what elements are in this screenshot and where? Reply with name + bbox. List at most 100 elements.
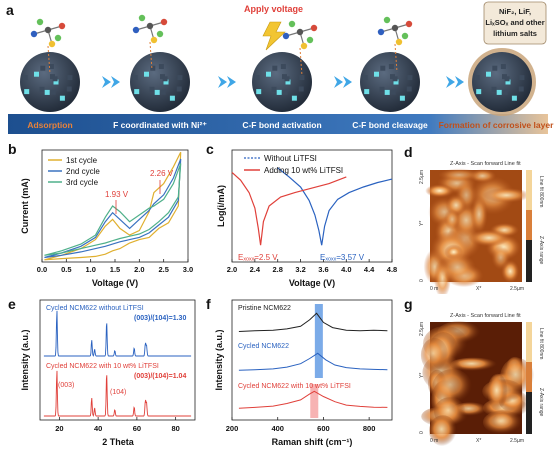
f-xtick-label-3: 800 — [363, 424, 376, 433]
afm-d-header: Z-Axis - Scan forward Line fit — [450, 161, 521, 167]
stage-cf-activation: C-F bond activation — [242, 120, 321, 130]
chart-e-xlabel: 2 Theta — [102, 437, 135, 447]
annot-ecorr-blue: Eₓₒₓₓ=3.57 V — [320, 253, 365, 262]
annot-arrows — [115, 180, 161, 214]
legend-without: Without LiTFSI — [264, 154, 317, 163]
b-series-1 — [44, 151, 182, 261]
electrolyte-molecule-3 — [282, 20, 318, 77]
afm-g-xt2: 2.5µm — [510, 438, 524, 444]
lightning-icon — [262, 21, 286, 51]
legend-adding: Adding 10 wt% LiTFSI — [264, 166, 343, 175]
annot-1-93: 1.93 V — [105, 190, 129, 199]
chart-b-legend: 1st cycle 2nd cycle 3rd cycle — [48, 156, 100, 187]
panel-label-f: f — [206, 296, 211, 312]
e-label-bottom: Cycled NCM622 with 10 wt% LiTFSI — [46, 363, 159, 370]
e-xtick-label-0: 20 — [55, 424, 63, 433]
afm-d-xt0: 0 m — [430, 286, 438, 292]
f-label-pristine: Pristine NCM622 — [238, 305, 291, 312]
chart-f-xlabel: Raman shift (cm⁻¹) — [272, 437, 353, 447]
f-xtick-label-0: 200 — [226, 424, 239, 433]
afm-image-d: Z-Axis - Scan forward Line fit Line fit … — [419, 161, 544, 294]
chart-e-ylabel: Intensity (a.u.) — [20, 329, 30, 390]
chart-f-ylabel: Intensity (a.u.) — [214, 329, 224, 390]
b-series-2 — [44, 158, 182, 259]
stage-adsorption: Adsorption — [27, 120, 72, 130]
e-xtick-label-3: 80 — [171, 424, 179, 433]
b-xtick-label-6: 3.0 — [183, 265, 193, 274]
e-label-top: Cycled NCM622 without LiTFSI — [46, 305, 144, 312]
f-label-cycled-litfsi: Cycled NCM622 with 10 wt% LiTFSI — [238, 383, 351, 390]
afm-d-xt2: 2.5µm — [510, 286, 524, 292]
process-arrow-icon-3 — [334, 76, 352, 88]
b-xtick-label-5: 2.5 — [158, 265, 168, 274]
c-xtick-label-5: 4.0 — [341, 265, 351, 274]
e-xtick-label-1: 40 — [94, 424, 102, 433]
afm-g-xt0: 0 m — [430, 438, 438, 444]
chart-b: 0.0 0.5 1.0 1.5 2.0 2.5 3.0 Voltage (V) Curren… — [20, 149, 193, 288]
e-pattern-with — [43, 370, 192, 417]
chart-b-xlabel: Voltage (V) — [92, 278, 138, 288]
electrolyte-molecule-1 — [30, 18, 66, 75]
chart-b-ylabel: Current (mA) — [20, 178, 30, 234]
panel-a: Apply voltage NiF₂, LiF, LiₓSOₓ and othe… — [8, 1, 554, 134]
chart-f-frame — [231, 299, 393, 421]
annot-2-26: 2.26 V — [150, 169, 174, 178]
f-band-pink — [310, 384, 319, 418]
process-arrow-icon-1 — [102, 76, 120, 88]
chart-e: 20 40 60 80 2 Theta Intensity (a.u.) Cycled… — [20, 299, 196, 447]
c-xtick-label-4: 3.6 — [318, 265, 328, 274]
afm-g-scale-top: Line fit 800nm — [538, 328, 544, 359]
e-ratio-bottom: (003)/(104)=1.04 — [134, 373, 186, 380]
chart-c-xlabel: Voltage (V) — [289, 278, 335, 288]
afm-d-scale-bottom: Z-Axis range — [538, 236, 544, 265]
stage-cf-cleavage: C-F bond cleavage — [352, 120, 428, 130]
f-band-blue — [314, 304, 323, 378]
chart-e-frame — [39, 299, 196, 421]
chart-c-frame — [231, 149, 393, 263]
afm-d-xt1: X* — [476, 286, 481, 292]
afm-g-xt1: X* — [476, 438, 481, 444]
b-xtick-label-1: 0.5 — [61, 265, 71, 274]
legend-3rd-cycle: 3rd cycle — [66, 178, 99, 187]
stage-f-coordinated: F coordinated with Ni²⁺ — [113, 120, 207, 130]
process-arrow-icon-4 — [446, 76, 464, 88]
stage-corrosive-layer: Formation of corrosive layer — [439, 120, 554, 130]
c-xtick-label-6: 4.4 — [364, 265, 375, 274]
panel-label-g: g — [404, 296, 413, 312]
cathode-particle-5 — [468, 48, 536, 116]
legend-2nd-cycle: 2nd cycle — [66, 167, 100, 176]
salt-box-line-2: LiₓSOₓ and other — [485, 18, 544, 27]
electrolyte-molecule-4 — [377, 16, 413, 73]
afm-g-yt0: 2.5µm — [419, 322, 425, 336]
c-xtick-label-1: 2.4 — [250, 265, 261, 274]
c-xtick-label-0: 2.0 — [227, 265, 237, 274]
cathode-particle-3 — [252, 52, 312, 112]
process-arrow-icon-2 — [218, 76, 236, 88]
panel-label-d: d — [404, 144, 413, 160]
b-xtick-label-0: 0.0 — [37, 265, 47, 274]
chart-c-ylabel: Log(i/mA) — [216, 185, 226, 227]
afm-d-yt0: 2.5µm — [419, 170, 425, 184]
c-xtick-label-3: 3.2 — [295, 265, 305, 274]
f-xtick-label-2: 600 — [317, 424, 330, 433]
salt-box-line-1: NiF₂, LiF, — [499, 7, 531, 16]
chart-f: 200 400 600 800 Raman shift (cm⁻¹) Intensit… — [214, 299, 393, 447]
e-peak-003: (003) — [58, 382, 74, 389]
f-xtick-label-1: 400 — [271, 424, 284, 433]
afm-d-scale-top: Line fit 800nm — [538, 176, 544, 207]
annot-ecorr-red: Eₓₒₓₓ=2.5 V — [238, 253, 278, 262]
e-xtick-label-2: 60 — [133, 424, 141, 433]
afm-g-scale-bottom: Z-Axis range — [538, 388, 544, 417]
panel-label-e: e — [8, 296, 16, 312]
chart-b-frame — [41, 149, 189, 263]
afm-g-yt2: 0 — [419, 431, 425, 434]
c-series-2 — [231, 171, 347, 246]
panel-label-a: a — [6, 2, 14, 18]
f-series-2 — [238, 352, 388, 371]
apply-voltage-label: Apply voltage — [244, 4, 303, 14]
panel-label-b: b — [8, 141, 17, 157]
cathode-particle-2 — [130, 52, 190, 112]
f-series-3 — [238, 390, 388, 409]
legend-1st-cycle: 1st cycle — [66, 156, 98, 165]
f-label-cycled: Cycled NCM622 — [238, 343, 289, 350]
